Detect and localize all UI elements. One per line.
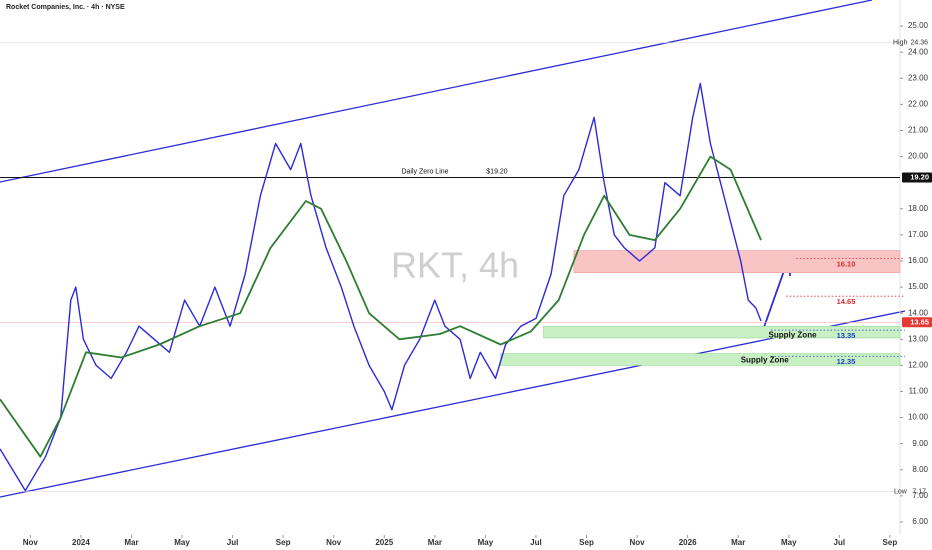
price-badge-text: 13.65 (910, 317, 929, 326)
y-tick-label: 8.00 (912, 465, 928, 474)
y-tick-label: 6.00 (912, 517, 928, 526)
watermark: RKT, 4h (391, 245, 519, 286)
x-tick-label: 2026 (679, 538, 697, 547)
x-tick-label: 2025 (375, 538, 393, 547)
x-tick-label: May (174, 538, 190, 547)
y-tick-label: 15.00 (908, 282, 929, 291)
x-tick-label: Mar (428, 538, 442, 547)
y-tick-label: 11.00 (909, 387, 929, 396)
x-tick-label: Nov (630, 538, 646, 547)
x-tick-label: Mar (731, 538, 745, 547)
x-tick-label: May (781, 538, 797, 547)
x-tick-label: Sep (276, 538, 291, 547)
y-tick-label: 23.00 (908, 73, 929, 82)
x-tick-label: Sep (883, 538, 898, 547)
price-line (0, 82, 762, 492)
level-label: 16.10 (837, 259, 856, 268)
level-label: 13.35 (837, 331, 856, 340)
x-tick-label: 2024 (72, 538, 90, 547)
zero-line-label: Daily Zero Line (401, 168, 448, 175)
y-tick-label: 12.00 (908, 360, 929, 369)
zone-label: Supply Zone (741, 355, 790, 364)
price-line (0, 155, 762, 458)
x-tick-label: Jul (227, 538, 239, 547)
low-label: Low (894, 488, 908, 495)
y-tick-label: 18.00 (908, 204, 929, 213)
level-label: 12.35 (837, 357, 856, 366)
price-badge (902, 172, 932, 183)
high-value: 24.36 (910, 40, 928, 47)
zone-label: Supply Zone (769, 330, 818, 339)
y-tick-label: 13.00 (908, 334, 929, 343)
y-tick-label: 7.00 (912, 491, 928, 500)
y-tick-label: 14.00 (908, 308, 929, 317)
high-label: High (893, 40, 908, 47)
y-tick-label: 20.00 (908, 152, 929, 161)
price-badge (902, 317, 932, 328)
chart-title: Rocket Companies, Inc. · 4h · NYSE (6, 4, 125, 11)
x-tick-label: May (478, 538, 494, 547)
zone (543, 325, 901, 339)
channel-upper (0, 0, 873, 183)
y-tick-label: 24.00 (908, 47, 929, 56)
x-tick-label: Nov (326, 538, 342, 547)
y-tick-label: 16.00 (908, 256, 929, 265)
y-tick-label: 17.00 (908, 230, 929, 239)
y-tick-label: 22.00 (908, 99, 929, 108)
y-tick-label: 25.00 (908, 21, 929, 30)
y-tick-label: 21.00 (908, 126, 929, 135)
x-tick-label: Jul (834, 538, 846, 547)
channel-lower (0, 310, 906, 498)
x-tick-label: Mar (124, 538, 138, 547)
y-tick-label: 9.00 (912, 439, 928, 448)
zero-line-price: $19.20 (486, 168, 508, 175)
level-label: 14.65 (837, 297, 856, 306)
x-tick-label: Jul (530, 538, 542, 547)
price-badge-text: 19.20 (910, 172, 929, 181)
x-tick-label: Sep (579, 538, 594, 547)
x-tick-label: Nov (23, 538, 39, 547)
y-tick-label: 10.00 (908, 413, 929, 422)
low-value: 7.17 (912, 488, 926, 495)
